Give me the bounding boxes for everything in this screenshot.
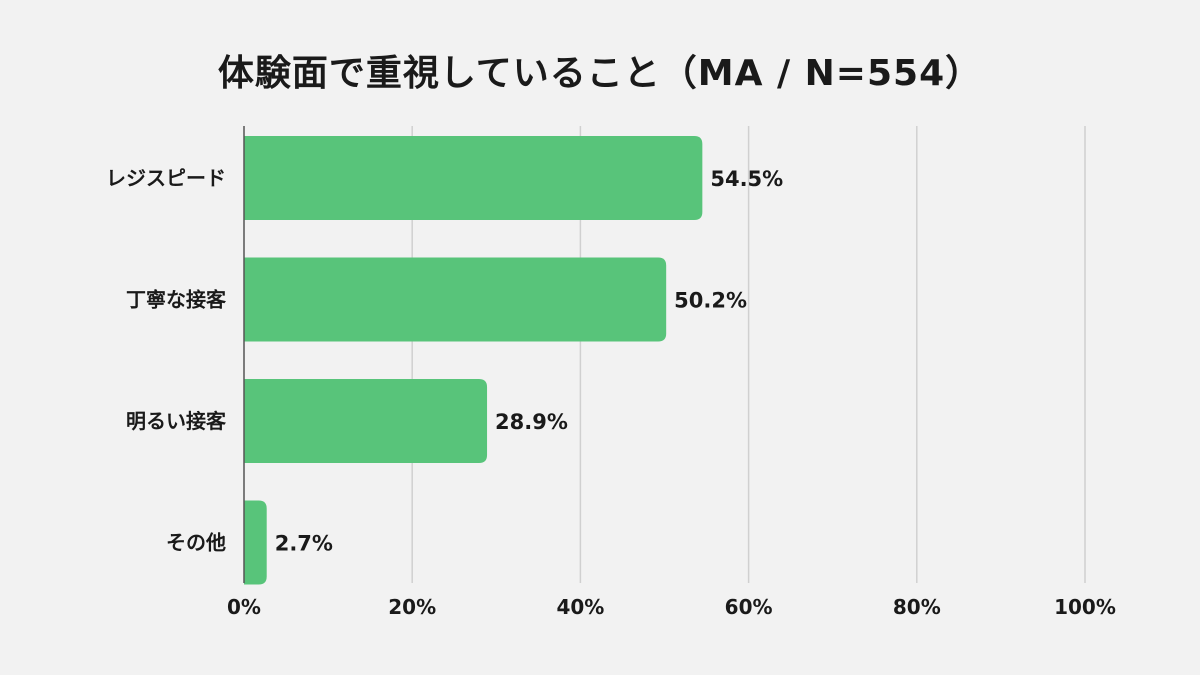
- value-label: 28.9%: [495, 410, 568, 434]
- x-tick-label: 80%: [893, 595, 941, 619]
- x-tick-label: 40%: [556, 595, 604, 619]
- x-tick-label: 0%: [227, 595, 261, 619]
- x-tick-label: 20%: [388, 595, 436, 619]
- category-label: レジスピード: [106, 166, 226, 190]
- category-label: 明るい接客: [126, 409, 227, 433]
- value-label: 50.2%: [674, 289, 747, 313]
- bars: [244, 136, 703, 585]
- value-label: 54.5%: [710, 167, 783, 191]
- value-label: 2.7%: [275, 532, 333, 556]
- x-tick-label: 60%: [725, 595, 773, 619]
- category-label: 丁寧な接客: [126, 288, 227, 312]
- labels: 0% 20% 40% 60% 80% 100% レジスピード 54.5% 丁寧な接客 50.2% 明…: [106, 166, 1116, 619]
- x-tick-label: 100%: [1054, 595, 1116, 619]
- category-label: その他: [166, 531, 226, 555]
- bar-0: [244, 136, 703, 220]
- bar-1: [244, 257, 667, 342]
- chart-title: 体験面で重視していること（MA / N=554）: [217, 53, 983, 94]
- bar-2: [244, 379, 488, 463]
- bar-3: [244, 500, 267, 585]
